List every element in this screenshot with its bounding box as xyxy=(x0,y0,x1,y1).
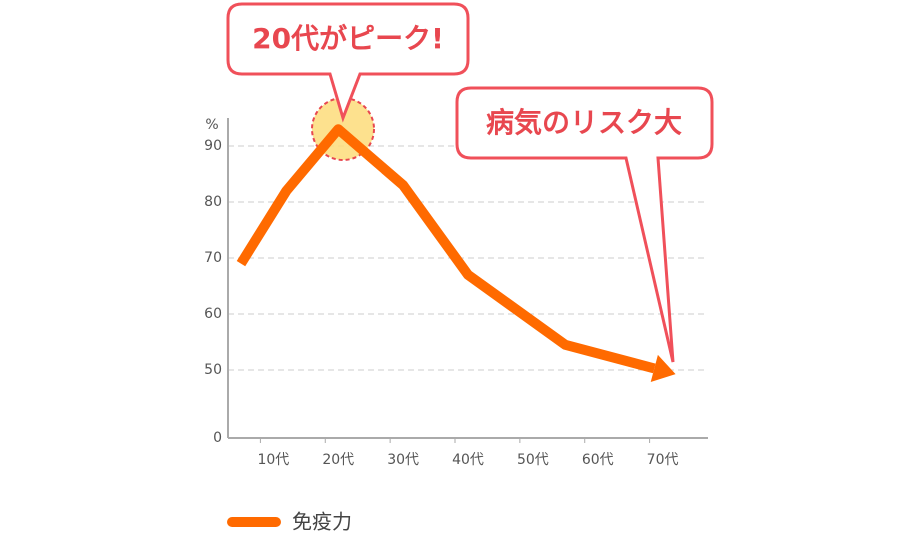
y-tick-label: 0 xyxy=(213,430,222,446)
y-tick-label: 90 xyxy=(204,138,222,154)
y-tick-label: 50 xyxy=(204,362,222,378)
y-unit: % xyxy=(205,117,218,133)
legend-label: 免疫力 xyxy=(292,510,352,534)
arrowhead xyxy=(650,354,676,382)
annotation: 20代がピーク! xyxy=(252,22,444,55)
x-tick-label: 10代 xyxy=(257,452,289,468)
callout-box xyxy=(226,2,470,123)
y-tick-label: 70 xyxy=(204,250,222,266)
x-tick-label: 40代 xyxy=(452,452,484,468)
x-tick-label: 60代 xyxy=(582,452,614,468)
annotation: 病気のリスク大 xyxy=(486,106,682,139)
x-tick-label: 70代 xyxy=(647,452,679,468)
x-tick-label: 20代 xyxy=(322,452,354,468)
callout-box xyxy=(455,86,714,363)
x-tick-label: 50代 xyxy=(517,452,549,468)
y-tick-label: 80 xyxy=(204,194,222,210)
y-tick-label: 60 xyxy=(204,306,222,322)
x-tick-label: 30代 xyxy=(387,452,419,468)
series-line xyxy=(236,124,656,374)
